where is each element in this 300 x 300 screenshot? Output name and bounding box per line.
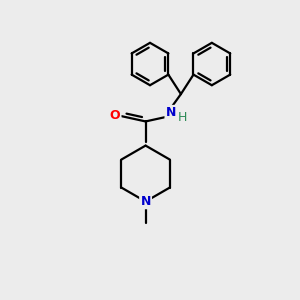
Text: N: N <box>166 106 176 119</box>
Text: O: O <box>110 109 120 122</box>
Text: N: N <box>140 195 151 208</box>
Text: H: H <box>177 111 187 124</box>
